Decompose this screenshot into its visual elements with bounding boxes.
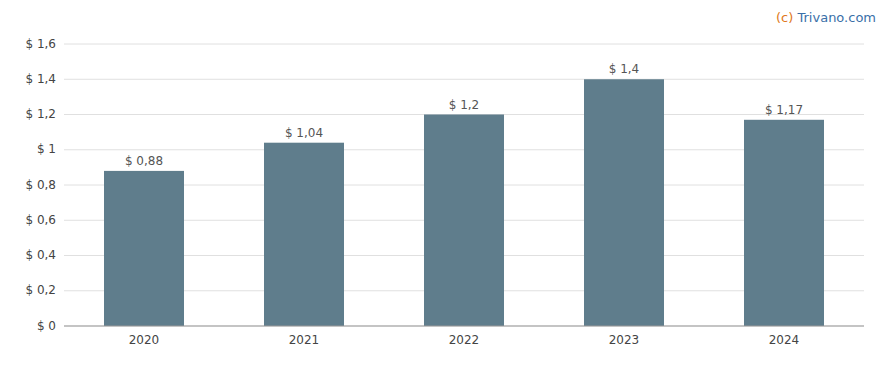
x-tick-label: 2021 <box>289 333 320 347</box>
data-label: $ 0,88 <box>125 154 163 168</box>
bars <box>104 79 824 326</box>
x-tick-label: 2020 <box>129 333 160 347</box>
grid-line <box>64 79 864 80</box>
data-label: $ 1,17 <box>765 103 803 117</box>
x-axis: 2020 2021 2022 2023 2024 <box>129 333 800 347</box>
bar <box>264 143 344 326</box>
grid <box>64 44 864 326</box>
grid-line <box>64 326 864 327</box>
y-tick-label: $ 1 <box>37 142 56 156</box>
data-label: $ 1,2 <box>449 98 480 112</box>
bar <box>744 120 824 326</box>
x-tick-label: 2022 <box>449 333 480 347</box>
data-labels: $ 0,88 $ 1,04 $ 1,2 $ 1,4 $ 1,17 <box>125 62 803 168</box>
y-axis: $ 0 $ 0,2 $ 0,4 $ 0,6 $ 0,8 $ 1 $ 1,2 $ 1,4 $ 1,… <box>25 37 56 333</box>
watermark: (c) Trivano.com <box>776 10 876 25</box>
bar <box>584 79 664 326</box>
x-tick-label: 2024 <box>769 333 800 347</box>
chart-container: $ 0 $ 0,2 $ 0,4 $ 0,6 $ 0,8 $ 1 $ 1,2 $ 1,4 $ 1,… <box>0 0 888 370</box>
data-label: $ 1,4 <box>609 62 640 76</box>
grid-line <box>64 44 864 45</box>
y-tick-label: $ 1,2 <box>25 107 56 121</box>
data-label: $ 1,04 <box>285 126 323 140</box>
annotation: Trivano.com <box>796 10 876 25</box>
y-tick-label: $ 0 <box>37 319 56 333</box>
chart: $ 0 $ 0,2 $ 0,4 $ 0,6 $ 0,8 $ 1 $ 1,2 $ 1,4 $ 1,… <box>0 0 888 370</box>
bar <box>104 171 184 326</box>
x-axis-line <box>64 326 864 327</box>
y-tick-label: $ 0,4 <box>25 248 56 262</box>
y-tick-label: $ 0,8 <box>25 178 56 192</box>
x-tick-label: 2023 <box>609 333 640 347</box>
bar <box>424 115 504 327</box>
y-tick-label: $ 0,6 <box>25 213 56 227</box>
y-tick-label: $ 1,4 <box>25 72 56 86</box>
y-tick-label: $ 0,2 <box>25 283 56 297</box>
annotation: (c) <box>776 10 797 25</box>
y-tick-label: $ 1,6 <box>25 37 56 51</box>
